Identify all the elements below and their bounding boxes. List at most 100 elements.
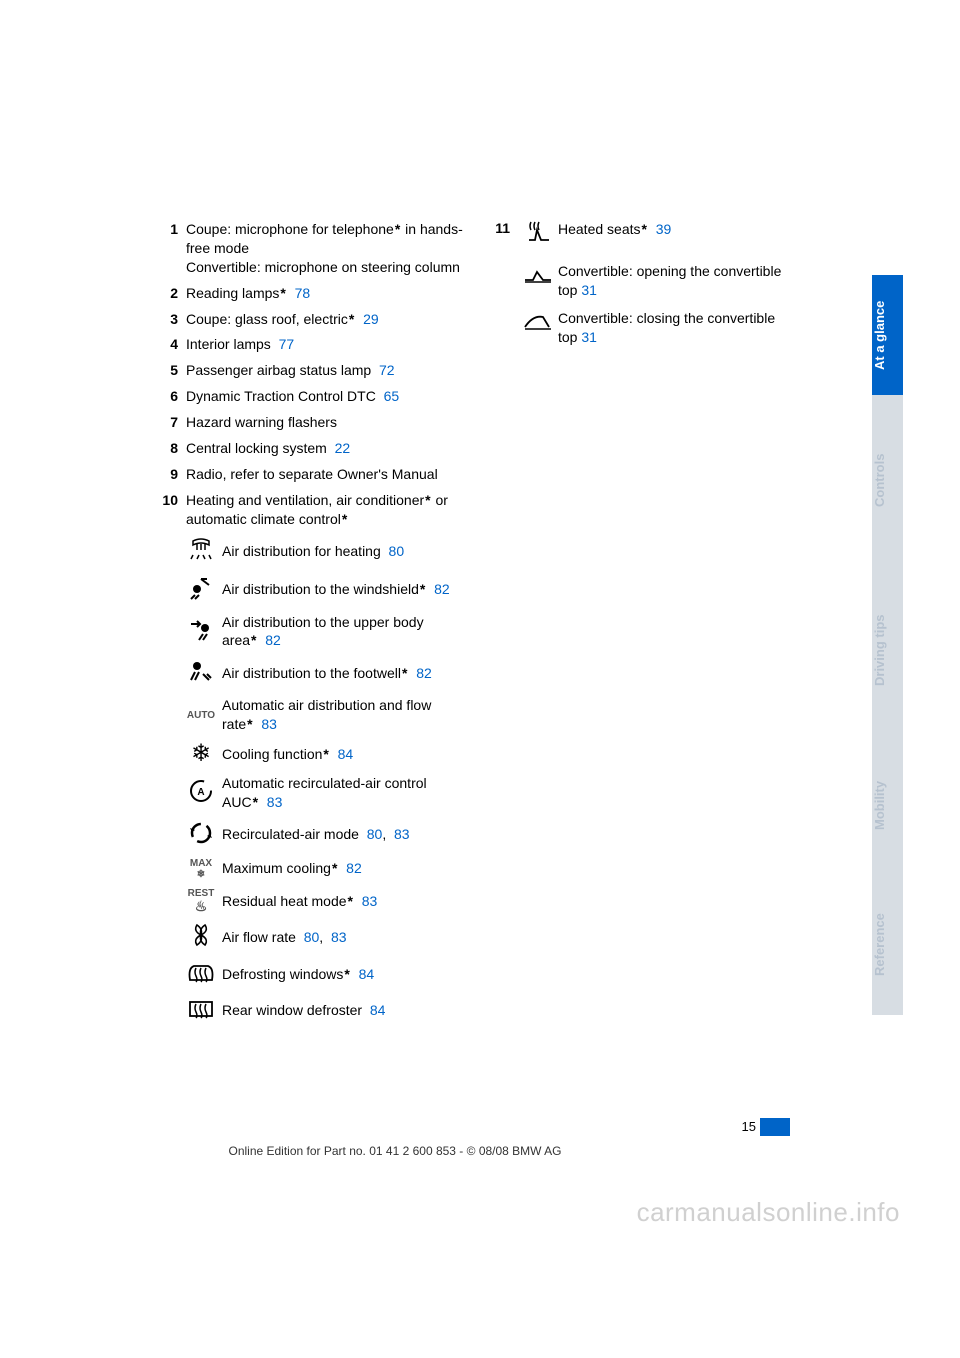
- icon-item: Rear window defroster 84: [186, 996, 470, 1024]
- air-dist-windshield-icon: [186, 575, 222, 605]
- rest-icon: REST♨: [186, 888, 222, 914]
- icon-item-text: Air distribution to the windshield* 82: [222, 580, 470, 599]
- tab-controls[interactable]: Controls: [872, 395, 903, 565]
- icon-item-text: Air distribution to the footwell* 82: [222, 664, 470, 683]
- icon-item-text: Air distribution to the upper body area*…: [222, 613, 470, 651]
- icon-item-text: Air distribution for heating 80: [222, 542, 470, 561]
- page-ref[interactable]: 31: [581, 282, 597, 298]
- page-ref[interactable]: 78: [295, 285, 311, 301]
- recirculate-icon: [186, 820, 222, 850]
- page-ref[interactable]: 83: [394, 826, 410, 842]
- page-ref[interactable]: 80: [304, 929, 320, 945]
- item-number: 5: [160, 361, 186, 380]
- page-ref[interactable]: 82: [346, 860, 362, 876]
- page-ref[interactable]: 82: [265, 632, 281, 648]
- icon-item-text: Cooling function* 84: [222, 745, 470, 764]
- page-ref[interactable]: 82: [434, 581, 450, 597]
- icon-item-text: Heated seats* 39: [558, 220, 788, 252]
- page: 1 Coupe: microphone for telephone* in ha…: [0, 0, 960, 1358]
- item-text: Central locking system 22: [186, 439, 470, 458]
- page-number-accent: [760, 1118, 790, 1136]
- icon-item-text: Defrosting windows* 84: [222, 965, 470, 984]
- icon-item: Convertible: closing the convertible top…: [518, 309, 788, 347]
- page-ref[interactable]: 65: [384, 388, 400, 404]
- page-ref[interactable]: 83: [362, 893, 378, 909]
- auc-icon: A: [186, 778, 222, 808]
- defrost-front-icon: [186, 960, 222, 988]
- item-text: Interior lamps 77: [186, 335, 470, 354]
- item-text: Radio, refer to separate Owner's Manual: [186, 465, 470, 484]
- icon-item: AUTO Automatic air distribution and flow…: [186, 696, 470, 734]
- page-ref[interactable]: 72: [379, 362, 395, 378]
- air-dist-heating-icon: [186, 537, 222, 567]
- icon-item: ❄ Cooling function* 84: [186, 742, 470, 766]
- icon-item: Air distribution to the footwell* 82: [186, 658, 470, 688]
- tab-reference[interactable]: Reference: [872, 875, 903, 1015]
- page-ref[interactable]: 22: [335, 440, 351, 456]
- air-dist-footwell-icon: [186, 658, 222, 688]
- page-ref[interactable]: 83: [267, 794, 283, 810]
- list-item: 1 Coupe: microphone for telephone* in ha…: [160, 220, 470, 277]
- list-item: 5 Passenger airbag status lamp 72: [160, 361, 470, 380]
- icon-item-text: Rear window defroster 84: [222, 1001, 470, 1020]
- page-ref[interactable]: 80: [367, 826, 383, 842]
- icon-item: Defrosting windows* 84: [186, 960, 470, 988]
- page-ref[interactable]: 84: [359, 966, 375, 982]
- icon-item-text: Recirculated-air mode 80, 83: [222, 825, 470, 844]
- icon-item-text: Automatic recirculated-air control AUC* …: [222, 774, 470, 812]
- footer-text: Online Edition for Part no. 01 41 2 600 …: [0, 1144, 790, 1158]
- page-ref[interactable]: 84: [370, 1002, 386, 1018]
- item-text: Coupe: glass roof, electric* 29: [186, 310, 470, 329]
- icon-item: Air flow rate 80, 83: [186, 922, 470, 952]
- item-text: Passenger airbag status lamp 72: [186, 361, 470, 380]
- item-number: 7: [160, 413, 186, 432]
- watermark: carmanualsonline.info: [637, 1197, 900, 1228]
- tab-driving-tips[interactable]: Driving tips: [872, 565, 903, 735]
- item-number: 4: [160, 335, 186, 354]
- icon-item: A Automatic recirculated-air control AUC…: [186, 774, 470, 812]
- icon-item: Convertible: opening the convertible top…: [518, 262, 788, 300]
- svg-text:A: A: [197, 787, 204, 798]
- item-number: 8: [160, 439, 186, 458]
- item-text: Dynamic Traction Control DTC 65: [186, 387, 470, 406]
- item-number: 11: [492, 220, 518, 357]
- tab-mobility[interactable]: Mobility: [872, 735, 903, 875]
- icon-item-text: Convertible: opening the convertible top…: [558, 262, 788, 300]
- list-item: 4 Interior lamps 77: [160, 335, 470, 354]
- list-item: 8 Central locking system 22: [160, 439, 470, 458]
- page-ref[interactable]: 82: [416, 665, 432, 681]
- page-ref[interactable]: 77: [279, 336, 295, 352]
- page-ref[interactable]: 31: [581, 329, 597, 345]
- item-number: 1: [160, 220, 186, 277]
- page-ref[interactable]: 80: [389, 543, 405, 559]
- icon-item-text: Residual heat mode* 83: [222, 892, 470, 911]
- icon-item: Heated seats* 39: [518, 220, 788, 252]
- list-item: 7 Hazard warning flashers: [160, 413, 470, 432]
- item-text: Reading lamps* 78: [186, 284, 470, 303]
- convertible-close-icon: [518, 309, 558, 347]
- item-text: Heating and ventilation, air conditioner…: [186, 491, 470, 529]
- icon-item-text: Automatic air distribution and flow rate…: [222, 696, 470, 734]
- icon-item-text: Maximum cooling* 82: [222, 859, 470, 878]
- page-ref[interactable]: 83: [261, 716, 277, 732]
- defrost-rear-icon: [186, 996, 222, 1024]
- page-ref[interactable]: 29: [363, 311, 379, 327]
- icon-item: REST♨ Residual heat mode* 83: [186, 888, 470, 914]
- item-number: 3: [160, 310, 186, 329]
- page-ref[interactable]: 84: [338, 746, 354, 762]
- list-item: 10 Heating and ventilation, air conditio…: [160, 491, 470, 529]
- item-text: Hazard warning flashers: [186, 413, 470, 432]
- air-dist-upper-icon: [186, 616, 222, 646]
- list-item: 6 Dynamic Traction Control DTC 65: [160, 387, 470, 406]
- icon-item: Recirculated-air mode 80, 83: [186, 820, 470, 850]
- fan-icon: [186, 922, 222, 952]
- tab-at-a-glance[interactable]: At a glance: [872, 275, 903, 395]
- right-column: 11 Heated seats* 39: [488, 220, 788, 1028]
- icon-item: Air distribution for heating 80: [186, 537, 470, 567]
- page-ref[interactable]: 83: [331, 929, 347, 945]
- list-item: 2 Reading lamps* 78: [160, 284, 470, 303]
- icon-item: Air distribution to the windshield* 82: [186, 575, 470, 605]
- page-ref[interactable]: 39: [656, 221, 672, 237]
- left-column: 1 Coupe: microphone for telephone* in ha…: [160, 220, 470, 1028]
- convertible-open-icon: [518, 262, 558, 300]
